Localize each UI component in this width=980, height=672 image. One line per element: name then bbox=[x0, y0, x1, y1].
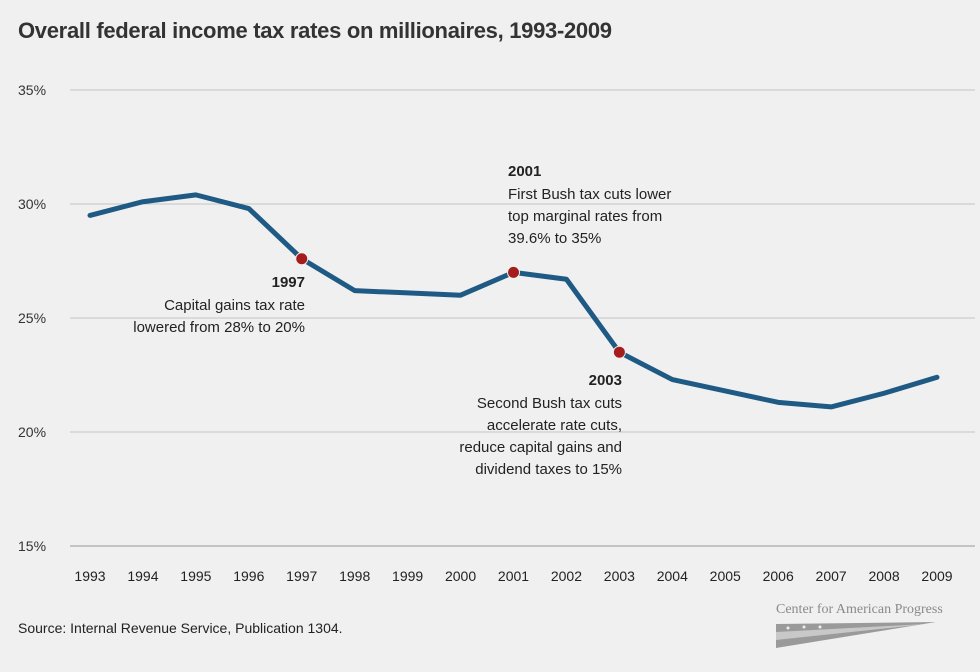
x-tick-label: 1993 bbox=[74, 568, 105, 584]
y-tick-label: 25% bbox=[18, 310, 46, 326]
x-tick-label: 1999 bbox=[392, 568, 423, 584]
x-tick-label: 1995 bbox=[180, 568, 211, 584]
logo-text: Center for American Progress bbox=[776, 602, 943, 617]
x-tick-label: 2007 bbox=[816, 568, 847, 584]
annotation-marker bbox=[612, 345, 626, 359]
annotation-year: 1997 bbox=[272, 274, 305, 291]
y-tick-label: 20% bbox=[18, 424, 46, 440]
annotation-year: 2001 bbox=[508, 163, 541, 180]
x-tick-label: 2009 bbox=[921, 568, 952, 584]
annotation-text: Second Bush tax cuts bbox=[477, 395, 622, 412]
line-chart: 15% 20% 25% 30% 35% 1993 1994 1995 1996 1997 1998 1… bbox=[18, 82, 975, 584]
cap-logo: Center for American Progress bbox=[776, 602, 966, 657]
y-tick-label: 15% bbox=[18, 538, 46, 554]
x-tick-label: 1996 bbox=[233, 568, 264, 584]
flag-swoosh-icon bbox=[776, 622, 936, 648]
chart-title: Overall federal income tax rates on mill… bbox=[18, 18, 612, 43]
x-tick-label: 1997 bbox=[286, 568, 317, 584]
annotation-text: Capital gains tax rate bbox=[164, 297, 305, 314]
x-tick-label: 2000 bbox=[445, 568, 476, 584]
y-tick-label: 35% bbox=[18, 82, 46, 98]
annotation-year: 2003 bbox=[589, 372, 622, 389]
annotation-text: top marginal rates from bbox=[508, 208, 662, 225]
x-tick-label: 2003 bbox=[604, 568, 635, 584]
annotation-text: First Bush tax cuts lower bbox=[508, 186, 671, 203]
annotation-text: accelerate rate cuts, bbox=[487, 417, 622, 434]
x-tick-label: 2001 bbox=[498, 568, 529, 584]
annotation-text: dividend taxes to 15% bbox=[475, 461, 622, 478]
x-tick-label: 2005 bbox=[710, 568, 741, 584]
x-tick-label: 2008 bbox=[868, 568, 899, 584]
annotation-marker bbox=[295, 252, 309, 266]
x-tick-label: 2004 bbox=[657, 568, 688, 584]
annotation-text: 39.6% to 35% bbox=[508, 230, 601, 247]
annotation-text: reduce capital gains and bbox=[459, 439, 622, 456]
annotation-marker bbox=[507, 265, 520, 279]
x-tick-label: 2002 bbox=[551, 568, 582, 584]
x-tick-label: 1994 bbox=[127, 568, 158, 584]
annotation-text: lowered from 28% to 20% bbox=[133, 319, 305, 336]
y-tick-label: 30% bbox=[18, 196, 46, 212]
source-note: Source: Internal Revenue Service, Public… bbox=[18, 620, 343, 636]
x-tick-label: 2006 bbox=[763, 568, 794, 584]
x-tick-label: 1998 bbox=[339, 568, 370, 584]
